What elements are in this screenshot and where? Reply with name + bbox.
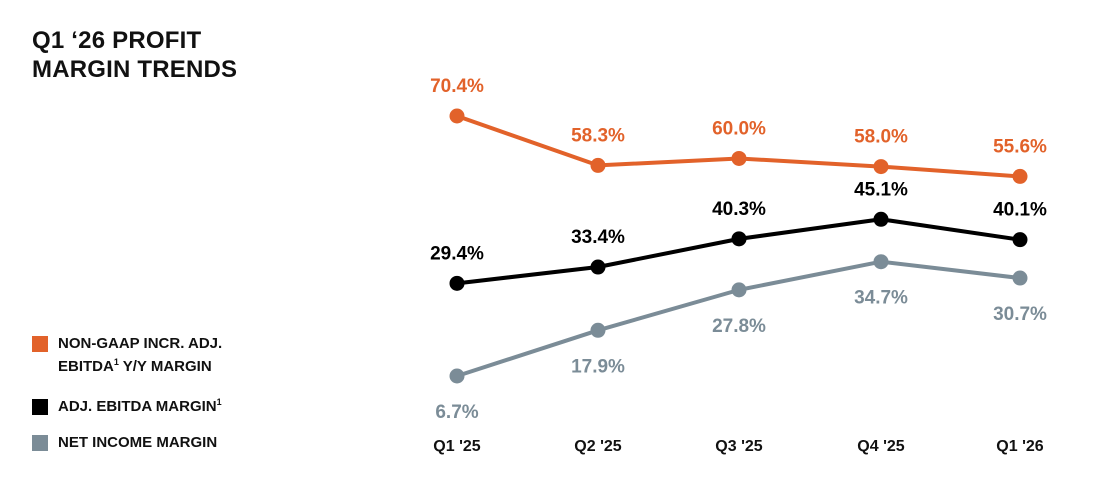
legend-label: ADJ. EBITDA MARGIN1 — [58, 397, 222, 416]
data-point-non-gaap-margin — [1012, 168, 1028, 184]
data-point-net-income-margin — [1012, 270, 1028, 286]
data-point-adj-ebitda-margin — [590, 259, 606, 275]
data-label-adj-ebitda-margin: 29.4% — [430, 243, 484, 264]
data-label-non-gaap-margin: 58.0% — [854, 127, 908, 148]
data-label-net-income-margin: 27.8% — [712, 316, 766, 337]
data-label-net-income-margin: 17.9% — [571, 356, 625, 377]
series-line-adj-ebitda-margin — [456, 217, 1021, 286]
legend-item-adj-ebitda-margin: ADJ. EBITDA MARGIN1 — [32, 395, 222, 418]
data-point-non-gaap-margin — [449, 108, 465, 124]
data-label-net-income-margin: 34.7% — [854, 288, 908, 309]
data-label-net-income-margin: 6.7% — [435, 402, 478, 423]
data-label-non-gaap-margin: 55.6% — [993, 136, 1047, 157]
data-point-adj-ebitda-margin — [1012, 232, 1028, 248]
data-label-non-gaap-margin: 58.3% — [571, 125, 625, 146]
data-label-net-income-margin: 30.7% — [993, 304, 1047, 325]
data-point-adj-ebitda-margin — [731, 231, 747, 247]
data-point-adj-ebitda-margin — [873, 211, 889, 227]
data-label-non-gaap-margin: 70.4% — [430, 76, 484, 97]
legend-item-non-gaap-margin: NON-GAAP INCR. ADJ. EBITDA1 Y/Y MARGIN — [32, 332, 222, 378]
legend-label: NET INCOME MARGIN — [58, 434, 218, 451]
data-label-adj-ebitda-margin: 40.3% — [712, 199, 766, 220]
legend-label-line-2: EBITDA1 Y/Y MARGIN — [58, 357, 212, 376]
data-point-adj-ebitda-margin — [449, 275, 465, 291]
x-tick-label: Q3 '25 — [715, 438, 762, 455]
data-point-net-income-margin — [449, 368, 465, 384]
data-point-net-income-margin — [590, 322, 606, 338]
data-point-net-income-margin — [731, 282, 747, 298]
legend-swatch-orange — [32, 336, 48, 352]
legend-swatch-gray — [32, 435, 48, 451]
data-point-non-gaap-margin — [731, 150, 747, 166]
x-tick-label: Q4 '25 — [857, 438, 904, 455]
x-tick-label: Q1 '26 — [996, 438, 1043, 455]
chart-title-line-2: MARGIN TRENDS — [32, 56, 238, 83]
data-label-adj-ebitda-margin: 33.4% — [571, 227, 625, 248]
data-point-non-gaap-margin — [590, 157, 606, 173]
data-point-non-gaap-margin — [873, 159, 889, 175]
data-label-adj-ebitda-margin: 45.1% — [854, 179, 908, 200]
x-tick-label: Q2 '25 — [574, 438, 621, 455]
data-label-adj-ebitda-margin: 40.1% — [993, 200, 1047, 221]
data-label-non-gaap-margin: 60.0% — [712, 118, 766, 139]
legend-item-net-income-margin: NET INCOME MARGIN — [32, 431, 217, 454]
legend-label-line-1: NON-GAAP INCR. ADJ. — [58, 335, 223, 352]
x-tick-label: Q1 '25 — [433, 438, 480, 455]
data-point-net-income-margin — [873, 254, 889, 270]
legend-swatch-black — [32, 399, 48, 415]
chart-title: Q1 ‘26 PROFIT MARGIN TRENDS — [32, 26, 237, 84]
chart-title-line-1: Q1 ‘26 PROFIT — [32, 27, 202, 54]
